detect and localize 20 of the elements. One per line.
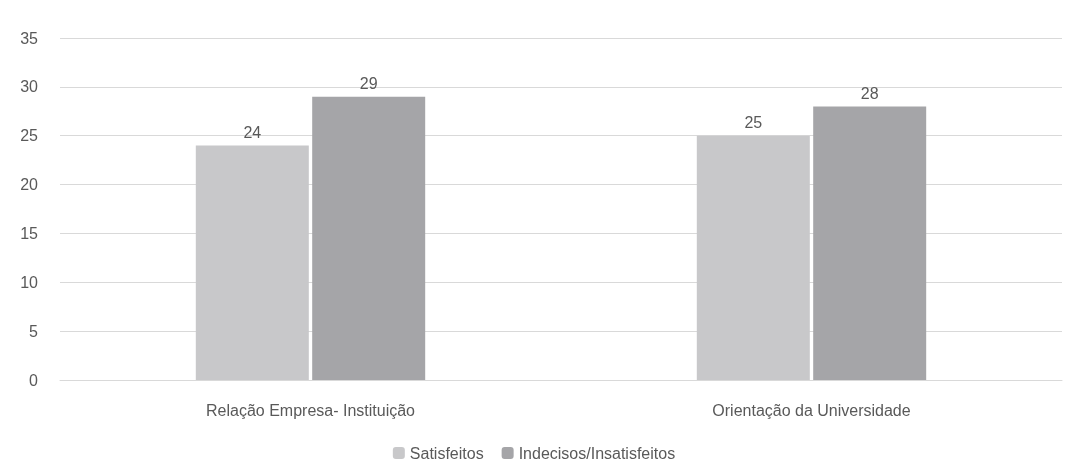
legend-label: Satisfeitos xyxy=(409,444,484,462)
data-label: 25 xyxy=(744,114,763,132)
y-tick-label: 5 xyxy=(29,322,39,340)
data-label: 24 xyxy=(243,123,262,141)
y-tick-label: 10 xyxy=(20,273,39,291)
bar xyxy=(312,96,426,380)
y-tick-label: 0 xyxy=(29,371,39,389)
data-label: 28 xyxy=(860,84,879,102)
y-tick-label: 20 xyxy=(20,176,39,194)
x-tick-label: Relação Empresa- Instituição xyxy=(206,401,416,419)
bar xyxy=(195,145,309,380)
y-tick-label: 15 xyxy=(20,224,39,242)
y-tick-label: 25 xyxy=(20,127,39,145)
y-tick-label: 35 xyxy=(20,29,39,47)
legend-label: Indecisos/Insatisfeitos xyxy=(518,444,676,462)
x-tick-label: Orientação da Universidade xyxy=(712,401,911,419)
bar xyxy=(696,135,810,380)
y-tick-label: 30 xyxy=(20,78,39,96)
data-label: 29 xyxy=(359,75,378,93)
bar xyxy=(813,106,927,380)
